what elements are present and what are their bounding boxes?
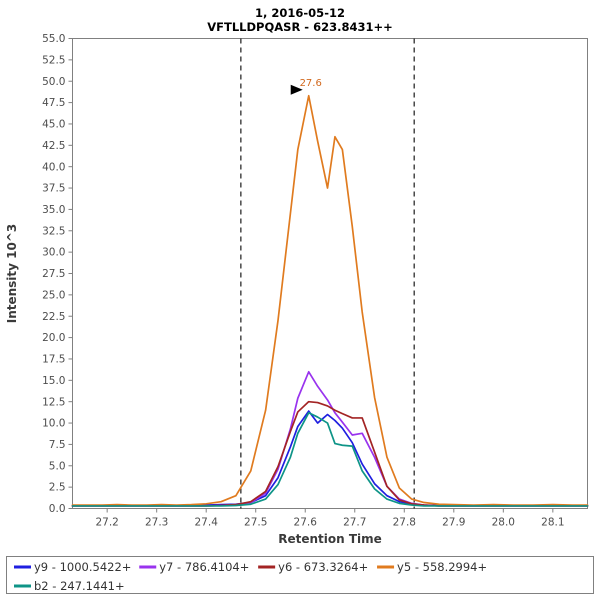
- y-tick-label: 47.5: [42, 97, 65, 109]
- y-tick-label: 17.5: [42, 354, 65, 366]
- y-tick-label: 55.0: [42, 33, 65, 45]
- y-tick-label: 45.0: [42, 119, 65, 131]
- legend-item-label[interactable]: y7 - 786.4104+: [159, 560, 249, 574]
- series-line: [71, 94, 589, 506]
- x-tick-label: 27.6: [294, 517, 318, 529]
- y-tick-label: 42.5: [42, 140, 65, 152]
- integration-boundaries: [240, 38, 415, 509]
- y-tick-label: 7.5: [49, 439, 66, 451]
- x-tick-label: 27.7: [343, 517, 366, 529]
- x-axis-label: Retention Time: [278, 532, 382, 546]
- x-tick-label: 27.9: [442, 517, 465, 529]
- y-tick-label: 15.0: [42, 375, 65, 387]
- y-tick-label: 32.5: [42, 225, 65, 237]
- y-tick-label: 37.5: [42, 183, 65, 195]
- apex-label: 27.6: [300, 78, 322, 89]
- y-axis-ticks: 0.0 2.5 5.0 7.5 10.0 12.5 15.0 17.5 20.0 22.5 25.0…: [42, 33, 73, 515]
- x-axis-ticks: 27.2 27.3 27.4 27.5 27.6 27.7 27.8 27.9 28.0 28.1: [95, 508, 565, 529]
- x-tick-label: 27.5: [244, 517, 267, 529]
- x-tick-label: 27.2: [95, 517, 118, 529]
- y-tick-label: 50.0: [42, 76, 65, 88]
- y-tick-label: 5.0: [49, 460, 66, 472]
- y-tick-label: 10.0: [42, 418, 65, 430]
- y-tick-label: 0.0: [49, 503, 66, 515]
- series-lines: [71, 94, 589, 507]
- x-tick-label: 27.4: [195, 517, 219, 529]
- apex-marker-icon: [290, 84, 303, 95]
- y-tick-label: 27.5: [42, 268, 65, 280]
- chart-legend[interactable]: y9 - 1000.5422+ y7 - 786.4104+ y6 - 673.32…: [6, 556, 594, 594]
- chart-subtitle: VFTLLDPQASR - 623.8431++: [207, 20, 392, 34]
- legend-item-label[interactable]: y9 - 1000.5422+: [34, 560, 131, 574]
- legend-item-label[interactable]: b2 - 247.1441+: [34, 579, 125, 593]
- x-tick-label: 28.0: [492, 517, 515, 529]
- y-tick-label: 35.0: [42, 204, 65, 216]
- x-tick-label: 27.8: [393, 517, 416, 529]
- y-tick-label: 25.0: [42, 289, 65, 301]
- y-tick-label: 30.0: [42, 247, 65, 259]
- x-tick-label: 27.3: [145, 517, 168, 529]
- plot-frame: [72, 38, 588, 509]
- y-tick-label: 20.0: [42, 332, 65, 344]
- y-tick-label: 12.5: [42, 396, 65, 408]
- legend-item-label[interactable]: y5 - 558.2994+: [397, 560, 487, 574]
- y-tick-label: 2.5: [49, 482, 66, 494]
- y-tick-label: 22.5: [42, 311, 65, 323]
- x-tick-label: 28.1: [541, 517, 564, 529]
- series-line: [71, 411, 589, 507]
- y-tick-label: 40.0: [42, 161, 65, 173]
- y-axis-label: Intensity 10^3: [5, 224, 19, 324]
- chart-title: 1, 2016-05-12: [255, 6, 345, 20]
- legend-item-label[interactable]: y6 - 673.3264+: [278, 560, 368, 574]
- apex-annotations: 27.6: [290, 78, 322, 95]
- y-tick-label: 52.5: [42, 54, 65, 66]
